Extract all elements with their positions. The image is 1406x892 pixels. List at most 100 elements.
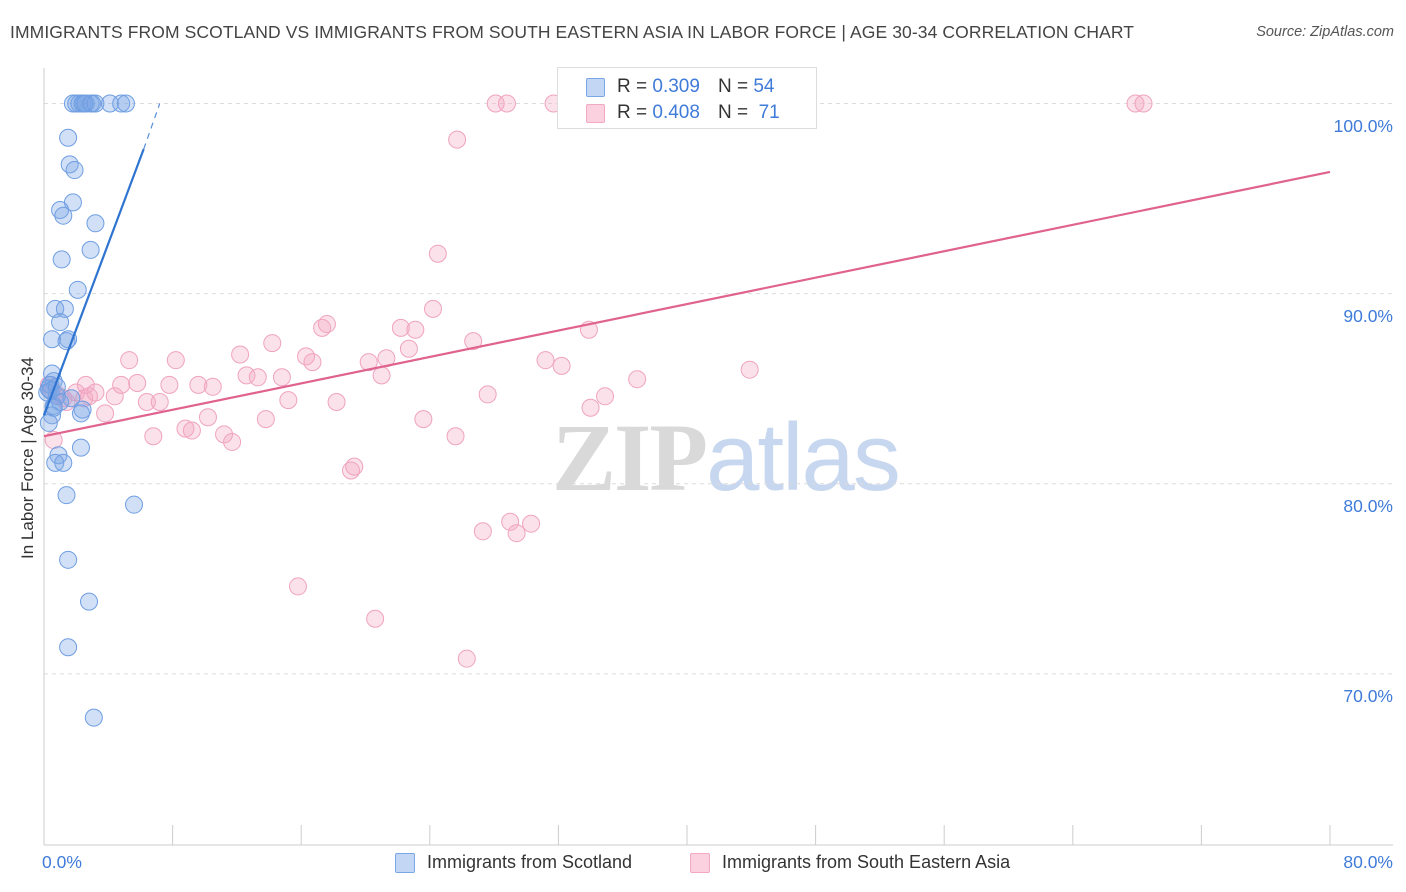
data-point-south-eastern-asia (424, 299, 443, 318)
trend-lines (42, 103, 1331, 438)
trendline-scotland (42, 148, 145, 416)
data-point-south-eastern-asia (596, 387, 615, 406)
data-point-scotland (59, 128, 78, 147)
series-south-eastern-asia-points (39, 94, 1153, 668)
legend-r-value: 0.408 (652, 102, 700, 123)
data-point-south-eastern-asia (497, 94, 516, 113)
data-point-south-eastern-asia (128, 374, 147, 392)
data-point-south-eastern-asia (166, 351, 185, 370)
data-point-scotland (86, 94, 105, 113)
data-point-scotland (52, 250, 71, 269)
y-axis-label: In Labor Force | Age 30-34 (18, 357, 37, 559)
data-point-scotland (59, 638, 78, 657)
data-point-south-eastern-asia (248, 368, 267, 387)
data-point-scotland (60, 155, 79, 174)
legend-swatch-scotland (586, 77, 605, 97)
data-point-scotland (80, 592, 99, 611)
data-point-south-eastern-asia (279, 391, 298, 410)
data-point-south-eastern-asia (391, 318, 410, 337)
y-tick-label: 100.0% (1333, 115, 1393, 136)
data-point-scotland (62, 389, 81, 408)
data-point-south-eastern-asia (198, 408, 217, 427)
data-point-south-eastern-asia (112, 375, 131, 394)
legend-swatch-south-eastern-asia (586, 103, 605, 123)
legend-r-label: R = (617, 102, 648, 123)
grid-lines (44, 103, 1393, 675)
watermark: ZIPatlas (552, 402, 901, 513)
watermark-zip: ZIP (552, 404, 708, 511)
data-point-scotland (65, 161, 84, 180)
data-point-south-eastern-asia (628, 370, 647, 389)
data-point-scotland (81, 240, 100, 259)
data-point-south-eastern-asia (536, 351, 555, 370)
data-point-south-eastern-asia (76, 375, 95, 394)
data-point-south-eastern-asia (96, 404, 115, 423)
data-point-scotland (116, 94, 135, 113)
data-point-scotland (51, 200, 70, 219)
data-point-south-eastern-asia (176, 419, 195, 438)
data-point-south-eastern-asia (272, 368, 291, 387)
trendline-south-eastern-asia (43, 170, 1331, 438)
data-point-south-eastern-asia (522, 514, 541, 533)
data-point-south-eastern-asia (507, 524, 526, 543)
data-point-south-eastern-asia (414, 410, 433, 429)
y-tick-label: 80.0% (1343, 495, 1393, 516)
data-point-scotland (86, 214, 105, 233)
data-point-south-eastern-asia (448, 130, 467, 149)
data-point-south-eastern-asia (406, 320, 425, 339)
data-point-south-eastern-asia (478, 385, 497, 404)
data-point-scotland (39, 413, 58, 432)
data-point-south-eastern-asia (137, 393, 156, 412)
data-point-scotland (84, 708, 103, 727)
legend-row-south-eastern-asia: R = 0.408 N = 71 (558, 99, 780, 127)
legend-item-scotland[interactable]: Immigrants from Scotland (395, 852, 632, 873)
chart-title: IMMIGRANTS FROM SCOTLAND VS IMMIGRANTS F… (10, 22, 1135, 42)
legend-swatch-scotland (395, 852, 415, 873)
data-point-south-eastern-asia (231, 345, 250, 364)
legend-label-south-eastern-asia: Immigrants from South Eastern Asia (722, 852, 1011, 872)
legend-swatch-south-eastern-asia (690, 852, 710, 873)
legend-n-value: 54 (753, 76, 775, 97)
watermark-atlas: atlas (706, 404, 901, 511)
data-point-south-eastern-asia (581, 398, 600, 417)
data-point-scotland (51, 313, 70, 332)
data-point-south-eastern-asia (203, 377, 222, 396)
data-point-south-eastern-asia (366, 609, 385, 628)
legend-item-south-eastern-asia[interactable]: Immigrants from South Eastern Asia (690, 852, 1010, 873)
data-point-south-eastern-asia (327, 393, 346, 412)
legend-r-label: R = (617, 76, 648, 97)
legend-n-label: N = (717, 102, 749, 123)
data-point-scotland (59, 550, 78, 569)
data-point-south-eastern-asia (399, 339, 418, 358)
data-point-south-eastern-asia (86, 383, 105, 402)
y-tick-label: 90.0% (1343, 305, 1393, 326)
data-point-scotland (71, 438, 90, 457)
data-point-south-eastern-asia (464, 332, 483, 351)
data-point-south-eastern-asia (446, 427, 465, 446)
legend-n-value: 71 (758, 102, 780, 123)
data-point-scotland (57, 486, 76, 505)
data-point-south-eastern-asia (144, 427, 163, 446)
data-point-scotland (68, 280, 87, 299)
legend-r-value: 0.309 (652, 76, 700, 97)
source-label: Source: ZipAtlas.com (1256, 24, 1394, 40)
data-point-south-eastern-asia (120, 351, 139, 370)
x-tick-label: 0.0% (42, 852, 82, 872)
data-point-scotland (71, 404, 90, 423)
series-scotland-points (38, 94, 144, 727)
data-point-south-eastern-asia (552, 356, 571, 375)
data-point-scotland (55, 299, 74, 318)
data-point-south-eastern-asia (150, 393, 169, 412)
data-point-scotland (43, 330, 62, 349)
data-point-scotland (54, 453, 73, 472)
data-point-south-eastern-asia (160, 375, 179, 394)
correlation-legend: R = 0.309 N = 54 R = 0.408 N = 71 (557, 67, 817, 129)
data-point-south-eastern-asia (473, 522, 492, 541)
series-legend: Immigrants from Scotland Immigrants from… (0, 852, 1406, 876)
legend-n-label: N = (717, 76, 749, 97)
data-point-south-eastern-asia (372, 366, 391, 385)
data-point-south-eastern-asia (457, 649, 476, 668)
data-point-scotland (112, 94, 131, 113)
x-tick-label: 80.0% (1343, 852, 1393, 872)
